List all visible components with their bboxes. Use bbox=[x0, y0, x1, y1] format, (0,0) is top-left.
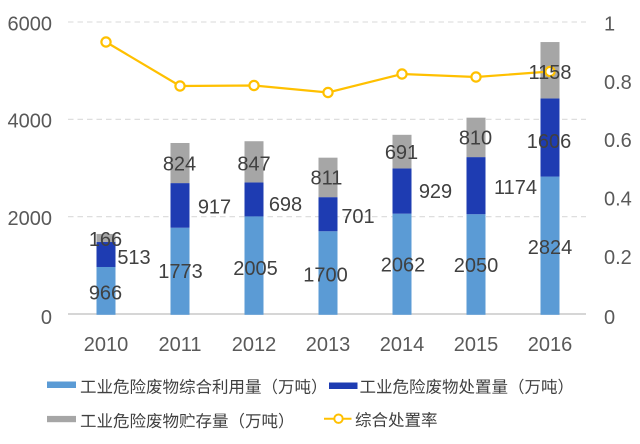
svg-text:701: 701 bbox=[341, 206, 374, 228]
svg-text:0.8: 0.8 bbox=[604, 72, 632, 94]
svg-text:2824: 2824 bbox=[528, 237, 573, 259]
svg-text:2012: 2012 bbox=[232, 334, 277, 356]
svg-text:0: 0 bbox=[41, 307, 52, 329]
svg-text:2050: 2050 bbox=[454, 255, 499, 277]
svg-text:2000: 2000 bbox=[8, 208, 53, 230]
svg-text:0.4: 0.4 bbox=[604, 189, 632, 211]
svg-text:0: 0 bbox=[604, 307, 615, 329]
svg-text:1: 1 bbox=[604, 13, 615, 35]
svg-text:917: 917 bbox=[198, 197, 231, 219]
svg-text:2014: 2014 bbox=[380, 334, 425, 356]
svg-text:847: 847 bbox=[237, 154, 270, 176]
svg-text:810: 810 bbox=[459, 128, 492, 150]
svg-text:966: 966 bbox=[89, 283, 122, 305]
svg-text:1773: 1773 bbox=[158, 261, 203, 283]
svg-text:2005: 2005 bbox=[233, 258, 278, 280]
svg-text:2010: 2010 bbox=[84, 334, 129, 356]
svg-text:698: 698 bbox=[269, 194, 302, 216]
svg-text:1158: 1158 bbox=[528, 62, 571, 84]
svg-text:2016: 2016 bbox=[528, 334, 573, 356]
svg-text:4000: 4000 bbox=[8, 111, 53, 133]
svg-text:691: 691 bbox=[385, 142, 418, 164]
svg-text:166: 166 bbox=[89, 229, 122, 251]
svg-text:2062: 2062 bbox=[381, 255, 426, 277]
svg-text:2013: 2013 bbox=[306, 334, 351, 356]
svg-text:513: 513 bbox=[117, 247, 150, 269]
svg-text:811: 811 bbox=[311, 168, 343, 190]
svg-text:929: 929 bbox=[419, 181, 452, 203]
svg-text:1174: 1174 bbox=[494, 177, 537, 199]
svg-text:824: 824 bbox=[163, 154, 196, 176]
svg-text:1606: 1606 bbox=[527, 131, 572, 153]
svg-text:0.6: 0.6 bbox=[604, 130, 632, 152]
svg-text:2015: 2015 bbox=[454, 334, 499, 356]
svg-text:2011: 2011 bbox=[158, 334, 201, 356]
svg-text:6000: 6000 bbox=[8, 13, 53, 35]
svg-text:1700: 1700 bbox=[303, 265, 348, 287]
svg-text:0.2: 0.2 bbox=[604, 247, 632, 269]
